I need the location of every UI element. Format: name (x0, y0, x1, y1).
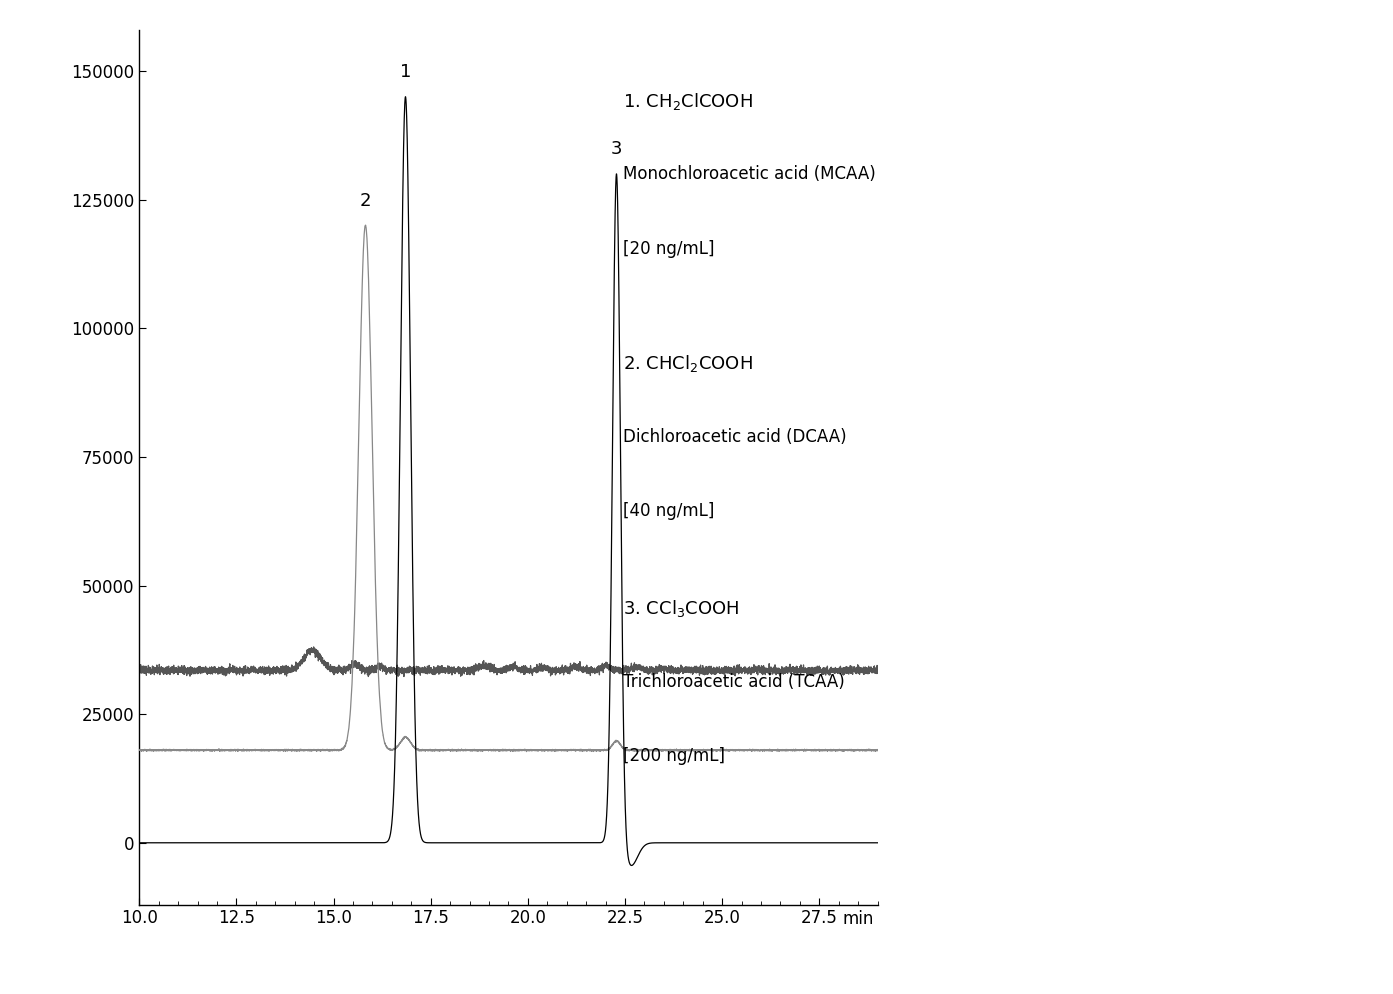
Text: [200 ng/mL]: [200 ng/mL] (623, 747, 724, 765)
Text: 3: 3 (610, 140, 623, 158)
Text: Monochloroacetic acid (MCAA): Monochloroacetic acid (MCAA) (623, 165, 876, 184)
Text: 2. CHCl$_2$COOH: 2. CHCl$_2$COOH (623, 354, 752, 375)
Text: [20 ng/mL]: [20 ng/mL] (623, 240, 715, 257)
Text: min: min (843, 910, 873, 927)
Text: 1: 1 (400, 64, 411, 82)
Text: Trichloroacetic acid (TCAA): Trichloroacetic acid (TCAA) (623, 673, 844, 691)
Text: 1. CH$_2$ClCOOH: 1. CH$_2$ClCOOH (623, 91, 752, 112)
Text: [40 ng/mL]: [40 ng/mL] (623, 502, 715, 520)
Text: 2: 2 (359, 192, 371, 210)
Text: 3. CCl$_3$COOH: 3. CCl$_3$COOH (623, 598, 740, 619)
Text: Dichloroacetic acid (DCAA): Dichloroacetic acid (DCAA) (623, 427, 847, 446)
